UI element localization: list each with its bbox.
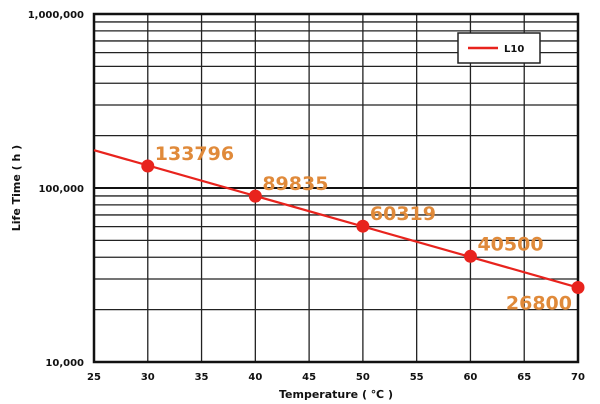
legend: L10 <box>457 32 541 64</box>
x-tick-label: 30 <box>141 372 155 383</box>
x-tick-label: 70 <box>571 372 585 383</box>
data-label: 89835 <box>262 173 328 195</box>
x-tick-label: 50 <box>356 372 370 383</box>
x-tick-label: 60 <box>463 372 477 383</box>
x-axis-ticks: 25 30 35 40 45 50 55 60 65 70 <box>87 372 585 383</box>
x-tick-label: 55 <box>410 372 424 383</box>
data-point <box>248 189 262 203</box>
legend-label: L10 <box>504 44 524 55</box>
data-label: 40500 <box>477 233 543 255</box>
y-tick-label: 1,000,000 <box>28 10 84 21</box>
plot-frame <box>92 12 580 364</box>
y-tick-label: 10,000 <box>45 358 84 369</box>
y-axis-ticks: 10,000 100,000 1,000,000 <box>28 10 84 369</box>
data-point <box>571 281 585 295</box>
x-tick-label: 65 <box>517 372 531 383</box>
y-axis-label: Life Time ( h ) <box>10 145 23 231</box>
data-label: 133796 <box>155 143 234 165</box>
x-tick-label: 35 <box>195 372 209 383</box>
data-point <box>141 159 155 173</box>
series-line <box>93 149 579 289</box>
x-axis-label: Temperature ( ℃ ) <box>279 388 393 401</box>
x-tick-label: 25 <box>87 372 101 383</box>
data-label: 26800 <box>506 293 572 315</box>
data-point <box>463 249 477 263</box>
data-label: 60319 <box>370 203 436 225</box>
x-tick-label: 40 <box>248 372 262 383</box>
x-tick-label: 45 <box>302 372 316 383</box>
data-point <box>356 219 370 233</box>
y-tick-label: 100,000 <box>38 184 84 195</box>
series-l10: 133796 89835 60319 40500 26800 <box>93 143 585 315</box>
